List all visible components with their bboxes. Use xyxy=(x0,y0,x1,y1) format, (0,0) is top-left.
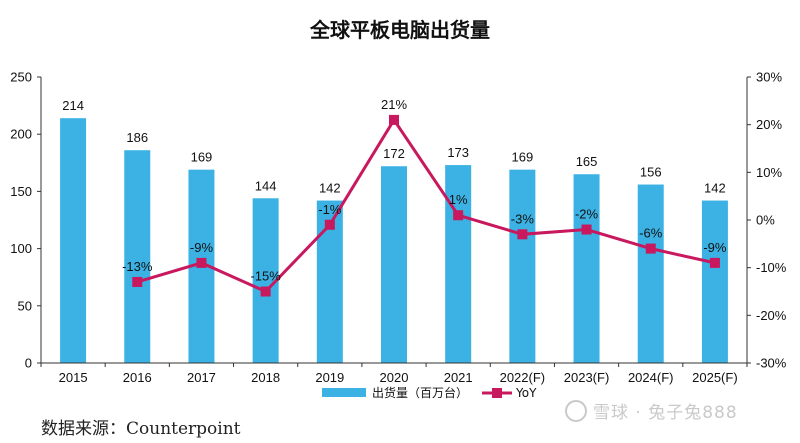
legend-bar-swatch xyxy=(322,388,366,397)
yoy-point-2020 xyxy=(389,114,399,125)
bar-2015 xyxy=(60,118,87,364)
chart-title: 全球平板电脑出货量 xyxy=(310,18,490,42)
yoy-line-series: -13% -9% -15% -1% 21% 1% -3% -2% -6% -9% xyxy=(122,97,727,297)
yoy-value-label: -13% xyxy=(122,259,153,274)
watermark-text: 雪球 · 兔子兔888 xyxy=(593,403,738,423)
bar-value-label: 142 xyxy=(704,181,726,196)
y-right-tick-label: -30% xyxy=(756,356,787,371)
legend-bar-label: 出货量（百万台） xyxy=(372,385,468,400)
bar-2022(F) xyxy=(509,169,536,363)
y-left-tick-label: 100 xyxy=(10,241,32,256)
legend-line-label: YoY xyxy=(515,386,537,400)
y-left-tick-label: 200 xyxy=(10,127,32,142)
bar-value-label: 142 xyxy=(319,181,341,196)
yoy-value-label: -15% xyxy=(250,269,281,284)
chart-axes: 0 50 100 150 200 250 -30% -20% -10% 0% 10% 20% 30% 20… xyxy=(10,70,786,386)
x-tick-label: 2025(F) xyxy=(692,370,738,385)
bar-value-label: 172 xyxy=(383,146,405,161)
y-right-tick-label: 10% xyxy=(756,165,782,180)
snowball-logo-icon xyxy=(565,400,587,422)
y-left-tick-label: 0 xyxy=(25,356,32,371)
x-tick-label: 2017 xyxy=(187,370,216,385)
y-left-tick-label: 150 xyxy=(10,184,32,199)
bar-2023(F) xyxy=(573,174,600,363)
yoy-value-label: -6% xyxy=(639,226,663,241)
legend-line-marker xyxy=(492,388,502,398)
bar-value-label: 214 xyxy=(62,98,84,113)
bar-2025(F) xyxy=(701,200,728,363)
x-tick-label: 2024(F) xyxy=(628,370,674,385)
bar-value-label: 169 xyxy=(191,150,213,165)
yoy-value-label: -2% xyxy=(575,207,599,222)
yoy-value-label: -1% xyxy=(318,202,342,217)
yoy-value-label: -9% xyxy=(190,240,214,255)
bar-2021 xyxy=(445,165,472,363)
bar-value-label: 156 xyxy=(640,165,662,180)
x-tick-label: 2021 xyxy=(444,370,473,385)
bar-2024(F) xyxy=(637,184,664,363)
yoy-point-2021 xyxy=(453,210,464,221)
yoy-line xyxy=(136,117,716,294)
bar-series: 214 186 169 144 142 172 173 169 165 156 142 xyxy=(60,98,728,364)
yoy-value-label: 1% xyxy=(449,192,468,207)
yoy-point-2018 xyxy=(260,286,271,297)
yoy-value-label: -9% xyxy=(703,240,727,255)
bar-value-label: 169 xyxy=(512,150,534,165)
bar-value-label: 186 xyxy=(126,130,148,145)
x-tick-label: 2018 xyxy=(251,370,280,385)
data-source-note: 数据来源：Counterpoint xyxy=(41,419,241,439)
y-right-tick-label: 0% xyxy=(756,213,775,228)
yoy-point-2025(F) xyxy=(709,257,720,268)
yoy-point-2023(F) xyxy=(581,224,592,235)
yoy-point-2024(F) xyxy=(645,243,656,254)
x-tick-label: 2015 xyxy=(59,370,88,385)
y-right-tick-label: 20% xyxy=(756,117,782,132)
x-tick-label: 2016 xyxy=(123,370,152,385)
watermark: 雪球 · 兔子兔888 xyxy=(565,398,738,423)
yoy-point-2016 xyxy=(132,276,143,287)
y-right-tick-label: -20% xyxy=(756,308,787,323)
y-left-tick-label: 50 xyxy=(18,298,32,313)
legend: 出货量（百万台） YoY xyxy=(322,385,537,400)
bar-2016 xyxy=(124,150,151,363)
x-tick-label: 2020 xyxy=(380,370,409,385)
y-right-tick-label: 30% xyxy=(756,70,782,85)
x-tick-label: 2022(F) xyxy=(500,370,546,385)
yoy-point-2019 xyxy=(324,219,335,230)
bar-value-label: 165 xyxy=(576,154,598,169)
yoy-value-label: -3% xyxy=(511,211,535,226)
yoy-point-2017 xyxy=(196,257,207,268)
bar-value-label: 144 xyxy=(255,178,277,193)
bar-value-label: 173 xyxy=(447,145,469,160)
y-right-tick-label: -10% xyxy=(756,260,787,275)
yoy-point-2022(F) xyxy=(517,229,528,240)
yoy-value-label: 21% xyxy=(381,97,407,112)
x-tick-label: 2023(F) xyxy=(564,370,610,385)
bar-2020 xyxy=(381,166,407,363)
y-left-tick-label: 250 xyxy=(10,70,32,85)
x-tick-label: 2019 xyxy=(315,370,344,385)
